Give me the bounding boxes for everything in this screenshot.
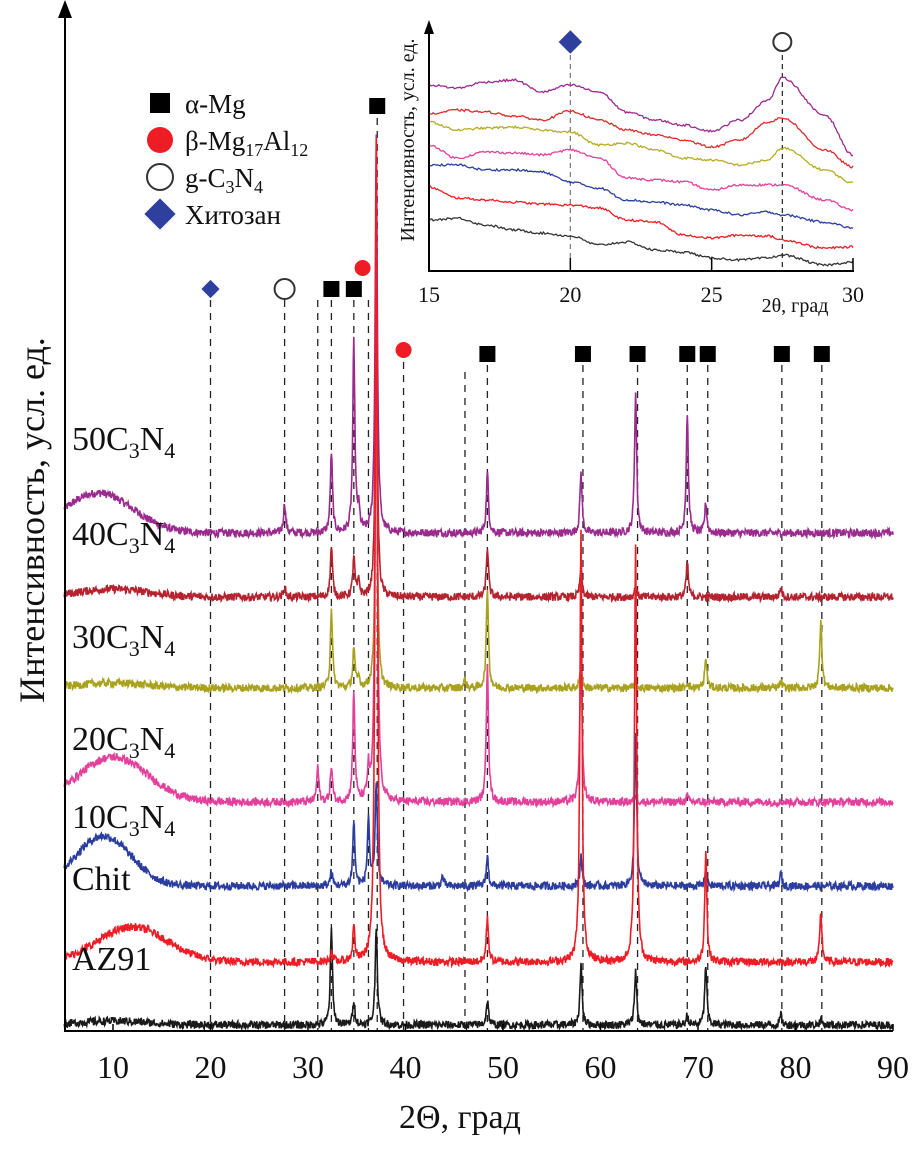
trace-chit <box>63 138 894 969</box>
inset-trace <box>428 76 854 157</box>
inset-trace <box>428 216 854 267</box>
series-label: 30C3N4 <box>72 619 175 661</box>
legend-circle-icon <box>147 127 173 153</box>
legend-label: α-Mg <box>185 89 246 119</box>
x-axis-label: 2Θ, град <box>399 1099 521 1136</box>
x-tick-label: 30 <box>292 1049 324 1085</box>
inset-diamond-marker <box>558 30 583 54</box>
series-label: 50C3N4 <box>72 421 175 463</box>
square-marker <box>574 346 591 362</box>
inset-trace <box>428 162 854 230</box>
square-marker <box>369 98 386 114</box>
y-axis-arrow <box>58 0 72 18</box>
inset-trace <box>428 144 854 212</box>
circle-marker <box>354 260 371 276</box>
inset-x-tick-label: 15 <box>418 282 440 307</box>
square-marker <box>479 346 496 362</box>
trace-20c <box>63 250 894 809</box>
inset-chart: 15 20 25 30 2θ, град Интенсивность, усл. ед. <box>397 20 875 320</box>
square-marker <box>679 346 696 362</box>
legend-label: Хитозан <box>185 200 281 230</box>
inset-y-axis-arrow <box>424 20 434 34</box>
inset-trace <box>428 120 854 184</box>
square-marker <box>323 281 340 297</box>
square-marker <box>773 346 790 362</box>
trace-40c <box>63 294 894 604</box>
inset-open-circle-marker <box>772 32 793 52</box>
series-label: 20C3N4 <box>72 721 175 763</box>
trace-az91 <box>63 927 894 1032</box>
inset-trace <box>429 185 854 250</box>
inset-x-axis-label: 2θ, град <box>762 295 829 317</box>
x-tick-label: 40 <box>390 1049 422 1085</box>
x-tick-label: 50 <box>487 1049 519 1085</box>
trace-30c <box>63 391 894 695</box>
x-tick-label: 80 <box>780 1049 812 1085</box>
inset-x-tick-label: 20 <box>559 282 581 307</box>
series-label: 10C3N4 <box>72 799 175 841</box>
inset-x-tick-label: 30 <box>842 282 864 307</box>
legend-label: β-Mg17Al12 <box>185 126 308 160</box>
x-tick-label: 90 <box>877 1049 909 1085</box>
series-labels: 50C3N4 40C3N4 30C3N4 20C3N4 10C3N4 Chit AZ91 <box>72 421 175 978</box>
legend-open-circle-icon <box>146 163 174 191</box>
trace-50c <box>63 134 894 540</box>
circle-marker <box>395 342 412 358</box>
x-tick-label: 20 <box>195 1049 227 1085</box>
x-tick-label: 10 <box>97 1049 129 1085</box>
x-tick-label: 60 <box>585 1049 617 1085</box>
square-marker <box>813 346 830 362</box>
square-marker <box>629 346 646 362</box>
square-marker <box>699 346 716 362</box>
legend-diamond-icon <box>144 198 176 230</box>
main-axes: 10 20 30 40 50 60 70 80 90 2Θ, град Интенсивность,… <box>12 0 909 1136</box>
main-traces <box>63 134 894 1032</box>
inset-x-tick-label: 25 <box>701 282 723 307</box>
series-label: 40C3N4 <box>72 516 175 558</box>
square-marker <box>345 281 362 297</box>
x-tick-label: 70 <box>682 1049 714 1085</box>
trace-10c <box>63 732 894 893</box>
y-axis-label: Интенсивность, усл. ед. <box>12 337 52 703</box>
inset-trace <box>428 108 854 169</box>
legend-label: g-C3N4 <box>185 163 263 197</box>
legend-square-icon <box>150 93 170 113</box>
diamond-marker <box>201 279 220 299</box>
series-label: AZ91 <box>72 941 151 978</box>
inset-y-axis-label: Интенсивность, усл. ед. <box>397 38 419 241</box>
open-circle-marker <box>273 278 296 300</box>
series-label: Chit <box>72 861 131 898</box>
